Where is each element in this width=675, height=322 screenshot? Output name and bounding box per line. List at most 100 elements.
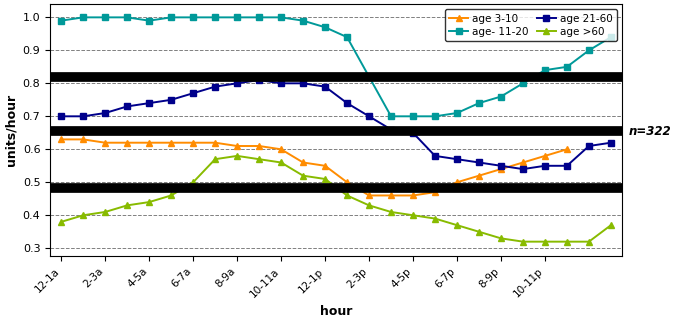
age 3-10 bbox=[453, 180, 461, 184]
age- 11-20 bbox=[585, 48, 593, 52]
age >60 bbox=[563, 240, 571, 243]
age- 11-20 bbox=[299, 19, 307, 23]
age- 11-20 bbox=[79, 15, 87, 19]
age- 11-20 bbox=[57, 19, 65, 23]
age 21-60 bbox=[189, 91, 197, 95]
age 21-60 bbox=[79, 114, 87, 118]
age- 11-20 bbox=[101, 15, 109, 19]
age >60 bbox=[123, 204, 131, 207]
X-axis label: hour: hour bbox=[320, 305, 352, 318]
age 3-10 bbox=[541, 154, 549, 158]
age 3-10 bbox=[321, 164, 329, 168]
age >60 bbox=[409, 213, 417, 217]
age 21-60 bbox=[475, 161, 483, 165]
age- 11-20 bbox=[167, 15, 176, 19]
age >60 bbox=[255, 157, 263, 161]
age- 11-20 bbox=[497, 95, 505, 99]
age >60 bbox=[189, 180, 197, 184]
Line: age- 11-20: age- 11-20 bbox=[58, 14, 614, 119]
age 3-10 bbox=[497, 167, 505, 171]
age >60 bbox=[321, 177, 329, 181]
age >60 bbox=[277, 161, 285, 165]
age >60 bbox=[57, 220, 65, 224]
age 21-60 bbox=[101, 111, 109, 115]
age 3-10 bbox=[211, 141, 219, 145]
age- 11-20 bbox=[563, 65, 571, 69]
age 21-60 bbox=[563, 164, 571, 168]
age 3-10 bbox=[343, 180, 351, 184]
age >60 bbox=[541, 240, 549, 243]
age >60 bbox=[145, 200, 153, 204]
age- 11-20 bbox=[365, 75, 373, 79]
age >60 bbox=[431, 217, 439, 221]
age >60 bbox=[299, 174, 307, 178]
age- 11-20 bbox=[321, 25, 329, 29]
Y-axis label: units/hour: units/hour bbox=[4, 94, 17, 166]
age- 11-20 bbox=[519, 81, 527, 85]
age- 11-20 bbox=[145, 19, 153, 23]
age 21-60 bbox=[255, 78, 263, 82]
age >60 bbox=[607, 223, 615, 227]
age 21-60 bbox=[585, 144, 593, 148]
age 21-60 bbox=[145, 101, 153, 105]
age- 11-20 bbox=[541, 68, 549, 72]
age 3-10 bbox=[123, 141, 131, 145]
age 3-10 bbox=[387, 194, 395, 197]
age 3-10 bbox=[519, 161, 527, 165]
age- 11-20 bbox=[453, 111, 461, 115]
age >60 bbox=[497, 236, 505, 240]
age >60 bbox=[101, 210, 109, 214]
age 3-10 bbox=[255, 144, 263, 148]
age >60 bbox=[453, 223, 461, 227]
age >60 bbox=[167, 194, 176, 197]
age 21-60 bbox=[541, 164, 549, 168]
age- 11-20 bbox=[409, 114, 417, 118]
age 21-60 bbox=[167, 98, 176, 102]
age 21-60 bbox=[607, 141, 615, 145]
age >60 bbox=[233, 154, 241, 158]
Legend: age 3-10, age- 11-20, age 21-60, age >60: age 3-10, age- 11-20, age 21-60, age >60 bbox=[445, 9, 617, 41]
age 3-10 bbox=[145, 141, 153, 145]
age 21-60 bbox=[321, 85, 329, 89]
age- 11-20 bbox=[233, 15, 241, 19]
age >60 bbox=[211, 157, 219, 161]
age 3-10 bbox=[167, 141, 176, 145]
age 3-10 bbox=[431, 190, 439, 194]
age 21-60 bbox=[211, 85, 219, 89]
age 3-10 bbox=[233, 144, 241, 148]
Line: age 3-10: age 3-10 bbox=[58, 136, 570, 199]
age 21-60 bbox=[519, 167, 527, 171]
age 3-10 bbox=[189, 141, 197, 145]
age- 11-20 bbox=[211, 15, 219, 19]
age- 11-20 bbox=[431, 114, 439, 118]
age 21-60 bbox=[497, 164, 505, 168]
age- 11-20 bbox=[277, 15, 285, 19]
age- 11-20 bbox=[189, 15, 197, 19]
age 3-10 bbox=[365, 194, 373, 197]
age- 11-20 bbox=[123, 15, 131, 19]
age 3-10 bbox=[79, 137, 87, 141]
age 21-60 bbox=[233, 81, 241, 85]
age 3-10 bbox=[57, 137, 65, 141]
age 21-60 bbox=[123, 104, 131, 108]
age 21-60 bbox=[57, 114, 65, 118]
Line: age 21-60: age 21-60 bbox=[58, 77, 614, 172]
age 21-60 bbox=[409, 131, 417, 135]
age >60 bbox=[365, 204, 373, 207]
age 21-60 bbox=[453, 157, 461, 161]
age- 11-20 bbox=[387, 114, 395, 118]
age >60 bbox=[343, 194, 351, 197]
Text: n=322: n=322 bbox=[629, 125, 672, 138]
age- 11-20 bbox=[343, 35, 351, 39]
age >60 bbox=[519, 240, 527, 243]
Line: age >60: age >60 bbox=[58, 153, 614, 245]
age >60 bbox=[585, 240, 593, 243]
age 21-60 bbox=[343, 101, 351, 105]
age 21-60 bbox=[387, 128, 395, 131]
age- 11-20 bbox=[475, 101, 483, 105]
age >60 bbox=[79, 213, 87, 217]
age 21-60 bbox=[365, 114, 373, 118]
age >60 bbox=[387, 210, 395, 214]
age 3-10 bbox=[409, 194, 417, 197]
age- 11-20 bbox=[607, 35, 615, 39]
